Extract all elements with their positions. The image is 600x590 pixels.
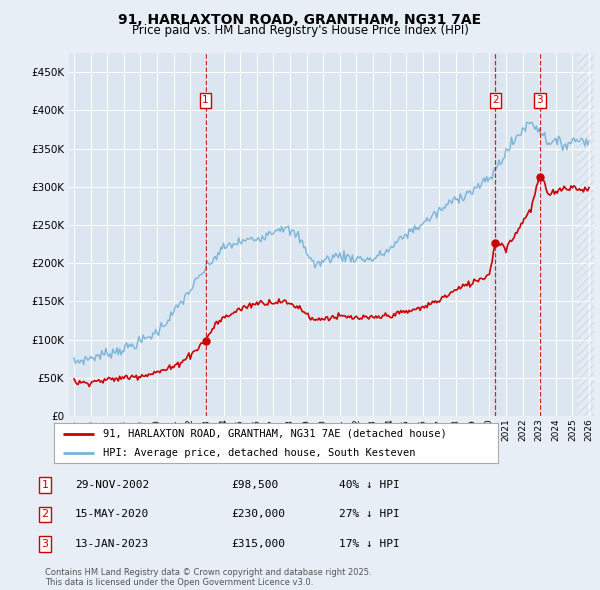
Text: Contains HM Land Registry data © Crown copyright and database right 2025.
This d: Contains HM Land Registry data © Crown c…	[45, 568, 371, 587]
Text: 40% ↓ HPI: 40% ↓ HPI	[339, 480, 400, 490]
Text: 27% ↓ HPI: 27% ↓ HPI	[339, 510, 400, 519]
Text: £315,000: £315,000	[231, 539, 285, 549]
Text: 2: 2	[492, 95, 499, 105]
Bar	[577, 53, 594, 416]
Text: £230,000: £230,000	[231, 510, 285, 519]
Text: 17% ↓ HPI: 17% ↓ HPI	[339, 539, 400, 549]
Text: HPI: Average price, detached house, South Kesteven: HPI: Average price, detached house, Sout…	[103, 448, 415, 458]
Text: 91, HARLAXTON ROAD, GRANTHAM, NG31 7AE: 91, HARLAXTON ROAD, GRANTHAM, NG31 7AE	[118, 13, 482, 27]
Text: 91, HARLAXTON ROAD, GRANTHAM, NG31 7AE (detached house): 91, HARLAXTON ROAD, GRANTHAM, NG31 7AE (…	[103, 429, 446, 439]
Text: 15-MAY-2020: 15-MAY-2020	[75, 510, 149, 519]
Text: 3: 3	[536, 95, 543, 105]
Text: £98,500: £98,500	[231, 480, 278, 490]
Text: 1: 1	[41, 480, 49, 490]
Text: 3: 3	[41, 539, 49, 549]
Text: 2: 2	[41, 510, 49, 519]
Text: 29-NOV-2002: 29-NOV-2002	[75, 480, 149, 490]
Text: Price paid vs. HM Land Registry's House Price Index (HPI): Price paid vs. HM Land Registry's House …	[131, 24, 469, 37]
Text: 13-JAN-2023: 13-JAN-2023	[75, 539, 149, 549]
Text: 1: 1	[202, 95, 209, 105]
